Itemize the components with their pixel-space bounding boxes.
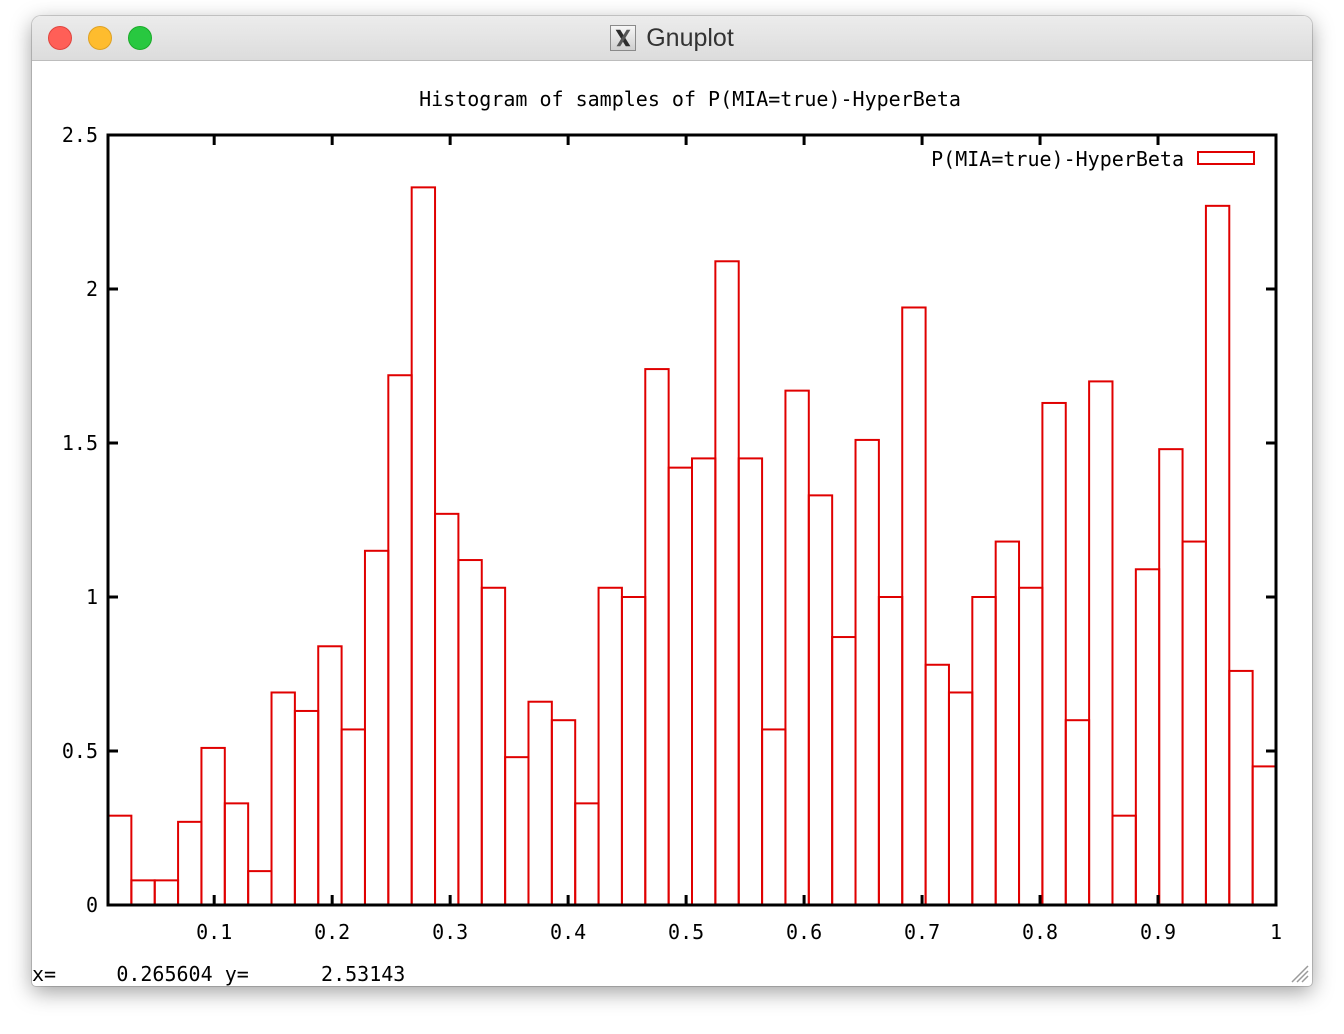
- y-tick-label: 1.5: [62, 431, 98, 455]
- histogram-bar: [1181, 540, 1207, 906]
- histogram-bar: [901, 306, 927, 907]
- y-tick-label: 2.5: [62, 123, 98, 147]
- histogram-bar: [293, 709, 320, 907]
- histogram-bar: [200, 746, 226, 906]
- histogram-bar: [994, 540, 1021, 906]
- window-title: Gnuplot: [646, 23, 734, 52]
- histogram-bar: [177, 820, 203, 907]
- histogram-bar: [363, 549, 390, 906]
- histogram-bar: [714, 260, 740, 906]
- status-x-label: x=: [32, 962, 57, 986]
- histogram-bar: [153, 879, 180, 906]
- histogram-bar: [877, 596, 904, 906]
- histogram-bar: [737, 457, 764, 906]
- plot-canvas[interactable]: Histogram of samples of P(MIA=true)-Hype…: [32, 61, 1312, 961]
- histogram-bar: [387, 374, 413, 906]
- histogram-bar: [854, 438, 880, 906]
- histogram-bar: [130, 879, 156, 906]
- histogram-bar: [340, 728, 366, 906]
- histogram-bar: [247, 870, 273, 906]
- histogram-bar: [971, 596, 997, 906]
- histogram-bar: [1228, 669, 1254, 906]
- histogram-bar: [667, 466, 694, 906]
- histogram-bar: [434, 512, 460, 906]
- histogram-bar: [620, 596, 647, 906]
- histogram-bar: [1064, 719, 1091, 907]
- y-tick-label: 1: [86, 585, 98, 609]
- x-tick-label: 0.2: [314, 920, 350, 944]
- histogram-bar: [410, 186, 437, 907]
- histogram-bar: [1134, 568, 1161, 906]
- status-y-label: y=: [224, 962, 249, 986]
- histogram-bar: [223, 802, 250, 906]
- histogram-bar: [480, 586, 507, 906]
- status-bar: x= 0.265604 y= 2.53143: [32, 962, 1312, 986]
- x-tick-label: 0.5: [668, 920, 704, 944]
- histogram-bar: [1111, 814, 1137, 906]
- histogram-bar: [1088, 380, 1114, 906]
- histogram-bar: [807, 494, 834, 906]
- plot-border: [106, 133, 1278, 907]
- histogram-bar: [1041, 401, 1067, 906]
- x11-icon: [610, 25, 637, 51]
- histogram-bar: [1251, 765, 1278, 907]
- status-x-value: 0.265604: [116, 962, 213, 986]
- y-tick-label: 0.5: [62, 739, 98, 763]
- x-tick-label: 0.4: [550, 920, 586, 944]
- histogram-bar: [574, 802, 600, 906]
- chart-title: Histogram of samples of P(MIA=true)-Hype…: [419, 87, 961, 111]
- gnuplot-window: Gnuplot Histogram of samples of P(MIA=tr…: [32, 16, 1312, 986]
- histogram-bar: [1018, 586, 1044, 906]
- minimize-window-button[interactable]: [88, 26, 112, 50]
- x-tick-label: 1: [1270, 920, 1282, 944]
- axis-tick-labels: 0.1 0.2 0.3 0.4 0.5 0.6 0.7 0.8 0.9 1 0 0.5 1 1.5 2 2.5: [62, 123, 1282, 944]
- histogram-bar: [457, 559, 483, 906]
- legend: P(MIA=true)-HyperBeta: [931, 147, 1255, 171]
- histogram-bar: [527, 700, 553, 906]
- histogram-bar: [1204, 204, 1231, 906]
- histogram-bar: [761, 728, 787, 906]
- zoom-window-button[interactable]: [128, 26, 152, 50]
- histogram-bar: [597, 586, 623, 906]
- histogram-bar: [947, 691, 974, 906]
- x-tick-label: 0.3: [432, 920, 468, 944]
- legend-swatch: [1197, 151, 1255, 165]
- resize-grip-icon[interactable]: [1286, 960, 1310, 984]
- close-window-button[interactable]: [48, 26, 72, 50]
- histogram-bar: [107, 814, 133, 906]
- histogram-bar: [317, 645, 343, 907]
- histogram-bar: [270, 691, 296, 906]
- x-tick-label: 0.6: [786, 920, 822, 944]
- y-tick-label: 0: [86, 893, 98, 917]
- x-tick-label: 0.1: [196, 920, 232, 944]
- title-bar[interactable]: Gnuplot: [32, 16, 1312, 61]
- histogram-bar: [550, 719, 577, 907]
- histogram-bar: [784, 389, 810, 906]
- histogram-bar: [1158, 448, 1184, 906]
- histogram-bar: [644, 368, 670, 906]
- x-tick-label: 0.9: [1140, 920, 1176, 944]
- window-title-group: Gnuplot: [32, 16, 1312, 60]
- y-tick-label: 2: [86, 277, 98, 301]
- status-y-value: 2.53143: [321, 962, 406, 986]
- histogram-bar: [924, 663, 950, 907]
- legend-label: P(MIA=true)-HyperBeta: [931, 147, 1184, 171]
- x-tick-label: 0.8: [1022, 920, 1058, 944]
- histogram-bar: [831, 636, 857, 906]
- histogram-bar: [691, 457, 717, 906]
- histogram-bars: [107, 186, 1278, 907]
- histogram-bar: [504, 756, 530, 906]
- x-tick-label: 0.7: [904, 920, 940, 944]
